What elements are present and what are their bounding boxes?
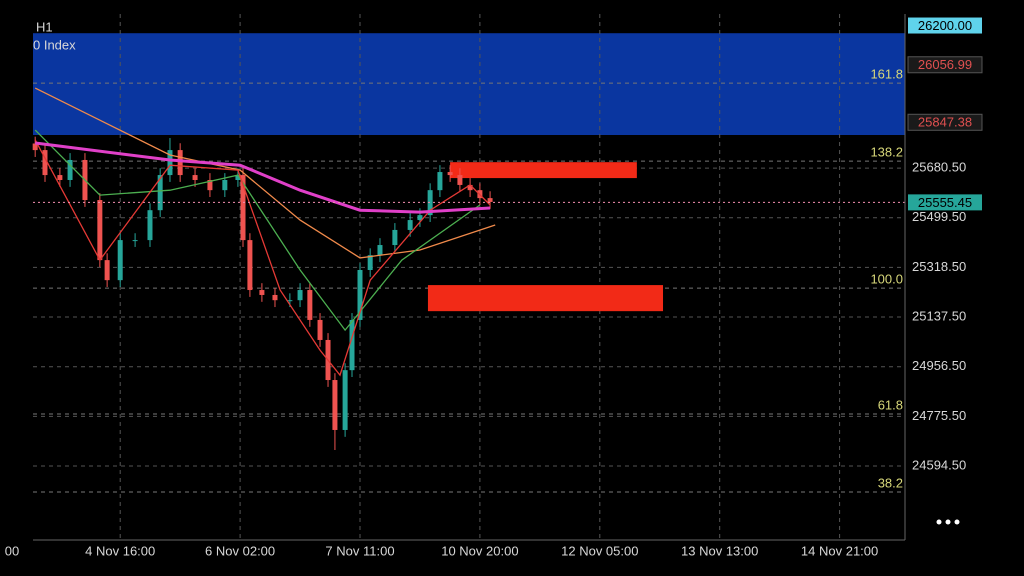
candle-body <box>132 240 138 242</box>
candle-body <box>437 172 443 191</box>
timeframe: H1 <box>36 19 53 34</box>
price-marker-label: 25555.45 <box>918 195 972 210</box>
candle-body <box>104 260 110 281</box>
candle-body <box>167 150 173 176</box>
fib-level-label: 38.2 <box>878 475 903 490</box>
price-marker-box <box>907 113 983 131</box>
candle-body <box>117 240 123 281</box>
x-tick-label: 12 Nov 05:00 <box>561 543 638 558</box>
y-tick-label: 25499.50 <box>912 209 966 224</box>
moving-average <box>34 87 496 259</box>
candle-body <box>235 175 241 181</box>
candle-body <box>317 319 323 340</box>
candle-body <box>97 200 103 261</box>
candle-body <box>457 175 463 185</box>
candle-body <box>417 215 423 221</box>
y-tick-label: 24775.50 <box>912 408 966 423</box>
candle-body <box>157 175 163 211</box>
moving-average <box>34 129 481 332</box>
candle-body <box>407 220 413 230</box>
y-tick-label: 24956.50 <box>912 358 966 373</box>
moving-average <box>34 139 491 377</box>
candle-body <box>287 300 293 302</box>
y-tick-label: 25680.50 <box>912 160 966 175</box>
x-tick-label: 6 Nov 02:00 <box>205 543 275 558</box>
x-tick-label: 00 <box>5 543 19 558</box>
fib-level-label: 161.8 <box>870 67 903 82</box>
candle-body <box>332 380 338 430</box>
price-marker-label: 26056.99 <box>918 57 972 72</box>
candle-body <box>307 290 313 320</box>
candle-body <box>342 370 348 430</box>
price-marker-box <box>908 194 982 211</box>
x-tick-label: 4 Nov 16:00 <box>85 543 155 558</box>
more-dot[interactable] <box>945 519 951 525</box>
price-marker-box <box>907 56 983 74</box>
order-block <box>450 162 637 179</box>
y-tick-label: 25318.50 <box>912 259 966 274</box>
candle-body <box>147 210 153 241</box>
candle-body <box>67 159 73 181</box>
zones-layer <box>33 33 905 136</box>
candle-body <box>222 180 228 191</box>
marks-layer <box>32 87 905 451</box>
supply-zone <box>33 33 905 136</box>
price-marker-label: 25847.38 <box>918 115 972 130</box>
x-tick-label: 10 Nov 20:00 <box>441 543 518 558</box>
candle-body <box>349 319 355 371</box>
x-tick-label: 13 Nov 13:00 <box>681 543 758 558</box>
fib-level-label: 100.0 <box>870 272 903 287</box>
candle-body <box>447 172 453 176</box>
candle-body <box>272 294 278 301</box>
candle-body <box>259 290 265 295</box>
candle-body <box>32 143 38 151</box>
more-dot[interactable] <box>954 519 960 525</box>
fib-level-label: 138.2 <box>870 145 903 160</box>
candle-body <box>177 150 183 176</box>
fib-level-label: 61.8 <box>878 397 903 412</box>
instrument-title: 0 Index <box>33 37 76 52</box>
candle-body <box>367 255 373 271</box>
price-marker-label: 26200.00 <box>918 18 972 33</box>
x-tick-label: 7 Nov 11:00 <box>325 543 394 558</box>
candle-body <box>240 175 246 241</box>
candle-body <box>467 184 473 191</box>
moving-average <box>35 141 491 214</box>
candle-body <box>247 240 253 291</box>
candle-body <box>42 150 48 176</box>
candle-body <box>297 290 303 301</box>
candle-body <box>487 198 493 202</box>
y-tick-label: 24594.50 <box>912 457 966 472</box>
candle-body <box>357 270 363 320</box>
candle-body <box>377 245 383 256</box>
y-tick-label: 25137.50 <box>912 308 966 323</box>
candle-body <box>207 180 213 191</box>
price-marker-box <box>908 17 982 34</box>
candle-body <box>192 175 198 181</box>
candle-body <box>57 175 63 181</box>
more-dot[interactable] <box>936 519 942 525</box>
x-tick-label: 14 Nov 21:00 <box>801 543 878 558</box>
candle-body <box>392 229 398 246</box>
labels-layer: 25680.50 25499.50 25318.50 25137.50 24956.50… <box>5 17 983 558</box>
more-button[interactable] <box>936 519 960 525</box>
order-block <box>427 285 664 312</box>
candle-body <box>427 190 433 216</box>
